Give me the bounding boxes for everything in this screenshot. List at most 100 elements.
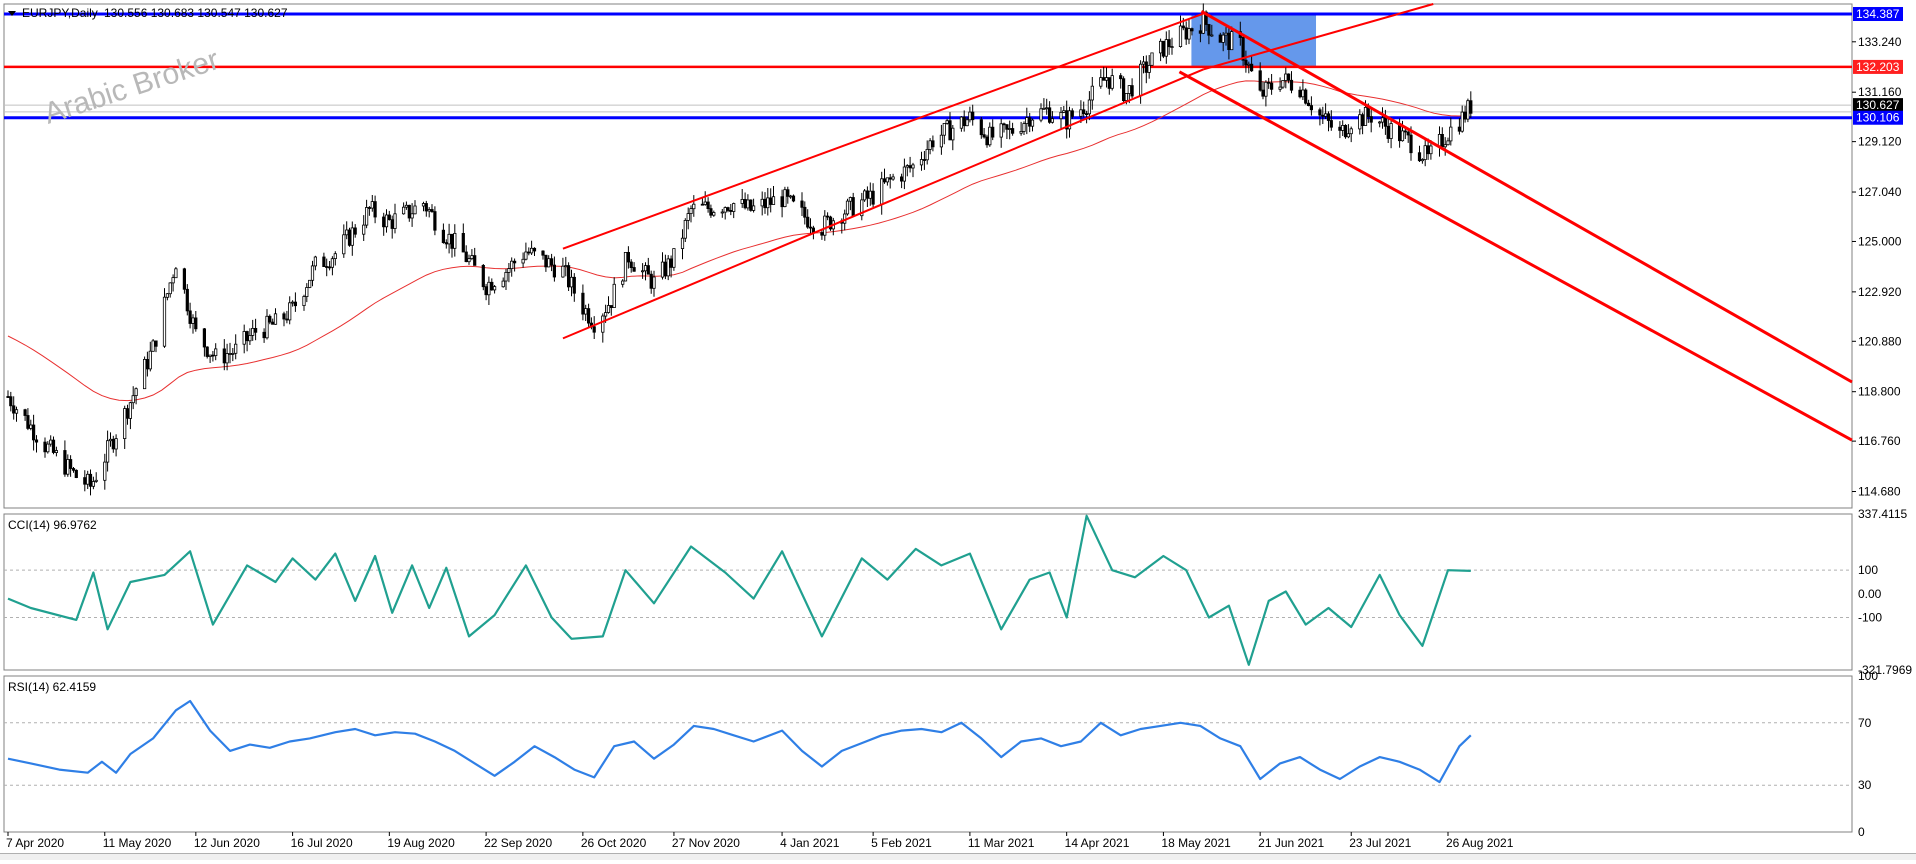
horizontal-scrollbar[interactable]: [0, 853, 1916, 860]
candle-body: [342, 234, 346, 255]
candle-body: [251, 327, 255, 336]
candle-body: [1358, 114, 1362, 130]
candle-body: [510, 260, 514, 270]
candle-body: [945, 120, 949, 124]
candle-body: [1048, 107, 1052, 123]
candle-body: [1389, 123, 1393, 139]
candle-body: [1090, 85, 1094, 101]
candle-body: [191, 317, 195, 324]
candle-body: [1130, 85, 1134, 97]
candle-body: [885, 177, 890, 183]
candle-body: [865, 190, 870, 199]
candle-body: [103, 461, 107, 481]
candle-body: [1420, 159, 1424, 162]
cci-tick-label: 0.00: [1858, 587, 1882, 601]
candle-body: [1210, 34, 1214, 37]
x-tick-label: 18 May 2021: [1161, 836, 1231, 850]
candle-body: [1298, 89, 1302, 98]
collapse-triangle-icon[interactable]: [8, 11, 16, 16]
candle-body: [501, 280, 505, 288]
candle-body: [390, 219, 394, 229]
candle-body: [185, 288, 189, 312]
candle-body: [285, 318, 289, 321]
candle-body: [1264, 81, 1268, 97]
candle-body: [763, 198, 767, 209]
price-tick-label: 114.680: [1858, 485, 1901, 499]
candle-body: [1005, 124, 1009, 130]
candle-body: [430, 209, 434, 213]
candle-body: [1241, 37, 1245, 61]
candle-body: [108, 438, 113, 442]
x-tick-label: 21 Jun 2021: [1258, 836, 1324, 850]
candle-body: [1119, 75, 1123, 80]
candle-body: [313, 256, 318, 267]
candle-body: [951, 127, 955, 141]
candle-body: [552, 264, 557, 278]
candle-body: [1230, 31, 1234, 51]
candle-body: [587, 308, 591, 324]
candle-body: [729, 209, 733, 212]
candle-body: [1104, 77, 1109, 81]
candle-body: [32, 424, 36, 441]
candle-body: [771, 196, 776, 205]
price-panel[interactable]: [3, 3, 1853, 509]
candle-body: [925, 148, 929, 161]
price-tick-label: 116.760: [1858, 434, 1901, 448]
candle-body: [1099, 77, 1103, 87]
candle-body: [1002, 123, 1006, 126]
candle-body: [863, 190, 867, 201]
candle-body: [208, 354, 212, 357]
candle-body: [1423, 145, 1427, 160]
falling-channel-upper: [1200, 9, 1853, 384]
candle-body: [1022, 123, 1026, 132]
candle-body: [527, 251, 531, 254]
candle-body: [800, 200, 804, 208]
x-tick-label: 19 Aug 2020: [387, 836, 455, 850]
candle-body: [530, 247, 534, 254]
candle-body: [820, 232, 824, 236]
candle-body: [470, 255, 474, 260]
candle-body: [604, 312, 608, 317]
candle-body: [401, 206, 406, 215]
candle-body: [1082, 109, 1086, 115]
candle-body: [982, 134, 986, 138]
cci-tick-label: -321.7969: [1858, 663, 1912, 677]
candle-body: [1417, 152, 1422, 162]
candle-body: [1469, 100, 1473, 114]
candle-body: [808, 226, 813, 229]
candle-body: [749, 199, 753, 211]
candle-body: [1466, 100, 1470, 120]
candle-body: [29, 424, 33, 429]
candle-body: [302, 296, 306, 307]
candle-body: [948, 120, 952, 141]
candle-body: [592, 326, 596, 333]
candle-body: [94, 479, 98, 482]
candle-body: [268, 315, 272, 323]
candle-body: [646, 265, 650, 275]
price-tick-label: 122.920: [1858, 285, 1902, 299]
x-tick-label: 26 Aug 2021: [1446, 836, 1514, 850]
candle-body: [584, 308, 588, 315]
candle-body: [242, 331, 246, 345]
candle-body: [1085, 113, 1089, 115]
cci-panel[interactable]: [3, 513, 1853, 671]
candle-body: [487, 281, 491, 296]
candle-body: [569, 276, 574, 288]
candle-body: [1062, 110, 1066, 113]
candle-body: [63, 450, 67, 475]
price-tag-label: 134.387: [1856, 7, 1900, 21]
rsi-panel[interactable]: [3, 675, 1853, 833]
candle-body: [1258, 70, 1262, 91]
candle-body: [49, 439, 53, 445]
rsi-line: [7, 699, 1472, 784]
candle-body: [6, 396, 10, 398]
candle-body: [1190, 28, 1194, 32]
candle-body: [991, 126, 995, 138]
candle-body: [1261, 89, 1265, 97]
candles-group: [6, 3, 1473, 496]
candle-body: [353, 227, 357, 235]
candle-body: [1030, 119, 1035, 127]
candle-body: [86, 473, 90, 485]
